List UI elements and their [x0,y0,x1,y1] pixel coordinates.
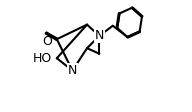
Text: N: N [68,64,77,77]
Text: O: O [42,35,52,48]
Text: HO: HO [33,52,52,65]
Text: N: N [95,29,104,42]
